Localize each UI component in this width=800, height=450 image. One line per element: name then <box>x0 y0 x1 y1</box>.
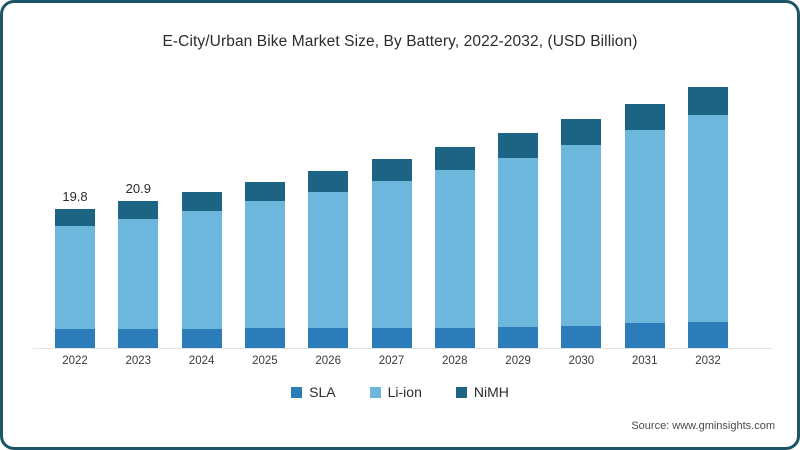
data-label-2022: 19.8 <box>62 188 88 204</box>
legend-label: SLA <box>309 384 336 400</box>
legend-swatch-icon <box>455 386 467 398</box>
bar-2032[interactable] <box>688 87 728 349</box>
bar-segment-nimh-2022 <box>55 208 95 226</box>
bar-segment-sla-2026 <box>308 328 349 349</box>
bar-segment-sla-2022 <box>55 329 95 349</box>
bar-segment-sla-2028 <box>434 327 475 349</box>
bar-2026[interactable] <box>308 170 349 349</box>
bar-segment-sla-2030 <box>561 325 602 349</box>
x-axis-tick-2024: 2024 <box>188 355 215 367</box>
bar-segment-nimh-2025 <box>244 181 285 202</box>
bar-segment-nimh-2023 <box>118 200 159 220</box>
bar-segment-liion-2029 <box>498 158 539 328</box>
x-axis-tick-2022: 2022 <box>62 355 88 367</box>
bar-segment-sla-2031 <box>624 323 665 349</box>
x-axis-line <box>33 348 773 349</box>
bar-segment-sla-2025 <box>244 328 285 349</box>
x-axis-tick-2028: 2028 <box>442 355 468 367</box>
x-axis-tick-2030: 2030 <box>568 355 595 367</box>
bar-segment-liion-2027 <box>371 180 412 328</box>
bar-segment-nimh-2030 <box>561 119 602 145</box>
bar-2030[interactable] <box>561 119 602 349</box>
x-axis-tick-2027: 2027 <box>378 355 405 367</box>
bar-segment-sla-2023 <box>118 329 159 349</box>
bar-segment-sla-2029 <box>498 327 539 349</box>
x-axis-tick-2029: 2029 <box>505 355 531 367</box>
bar-segment-sla-2027 <box>371 327 412 349</box>
bar-2022[interactable]: 19.8 <box>55 189 95 349</box>
source-attribution: Source: www.gminsights.com <box>631 420 775 432</box>
bar-2023[interactable]: 20.9 <box>118 181 159 349</box>
x-axis-tick-2026: 2026 <box>315 355 341 367</box>
bar-segment-nimh-2027 <box>371 158 412 181</box>
plot-area: 19.8 20.9 <box>33 73 773 349</box>
legend-swatch-icon <box>369 386 381 398</box>
bar-2031[interactable] <box>624 103 665 349</box>
legend-label: NiMH <box>473 384 509 400</box>
bar-segment-liion-2028 <box>434 170 475 328</box>
legend-item-sla[interactable]: SLA <box>291 384 336 400</box>
bar-segment-liion-2032 <box>688 114 728 323</box>
bar-2025[interactable] <box>244 181 285 349</box>
bar-segment-liion-2026 <box>308 192 349 329</box>
bar-segment-liion-2022 <box>55 225 95 330</box>
legend-item-nimh[interactable]: NiMH <box>455 384 509 400</box>
bar-segment-liion-2025 <box>244 201 285 329</box>
legend-label: Li-ion <box>387 384 422 400</box>
bar-2027[interactable] <box>371 158 412 349</box>
bar-2024[interactable] <box>181 191 222 349</box>
bar-segment-nimh-2032 <box>688 87 728 115</box>
bar-segment-sla-2032 <box>688 322 728 349</box>
x-axis-tick-2023: 2023 <box>125 355 152 367</box>
chart-title: E-City/Urban Bike Market Size, By Batter… <box>162 33 638 50</box>
bar-segment-nimh-2026 <box>308 170 349 193</box>
bar-segment-nimh-2028 <box>434 146 475 171</box>
x-axis-tick-2032: 2032 <box>695 355 721 367</box>
bar-segment-nimh-2031 <box>624 103 665 130</box>
x-axis-tick-2025: 2025 <box>252 355 278 367</box>
bar-2029[interactable] <box>498 133 539 349</box>
bar-2028[interactable] <box>434 146 475 349</box>
bar-segment-liion-2031 <box>624 129 665 324</box>
bar-segment-nimh-2024 <box>181 191 222 211</box>
bar-segment-liion-2023 <box>118 219 159 330</box>
bar-segment-nimh-2029 <box>498 133 539 159</box>
chart-legend: SLA Li-ion NiMH <box>3 384 797 400</box>
x-axis-tick-2031: 2031 <box>631 355 658 367</box>
bar-segment-liion-2024 <box>181 210 222 330</box>
bar-segment-liion-2030 <box>561 144 602 326</box>
legend-item-liion[interactable]: Li-ion <box>369 384 422 400</box>
data-label-2023: 20.9 <box>125 180 151 196</box>
bar-segment-sla-2024 <box>181 329 222 349</box>
legend-swatch-icon <box>291 386 303 398</box>
